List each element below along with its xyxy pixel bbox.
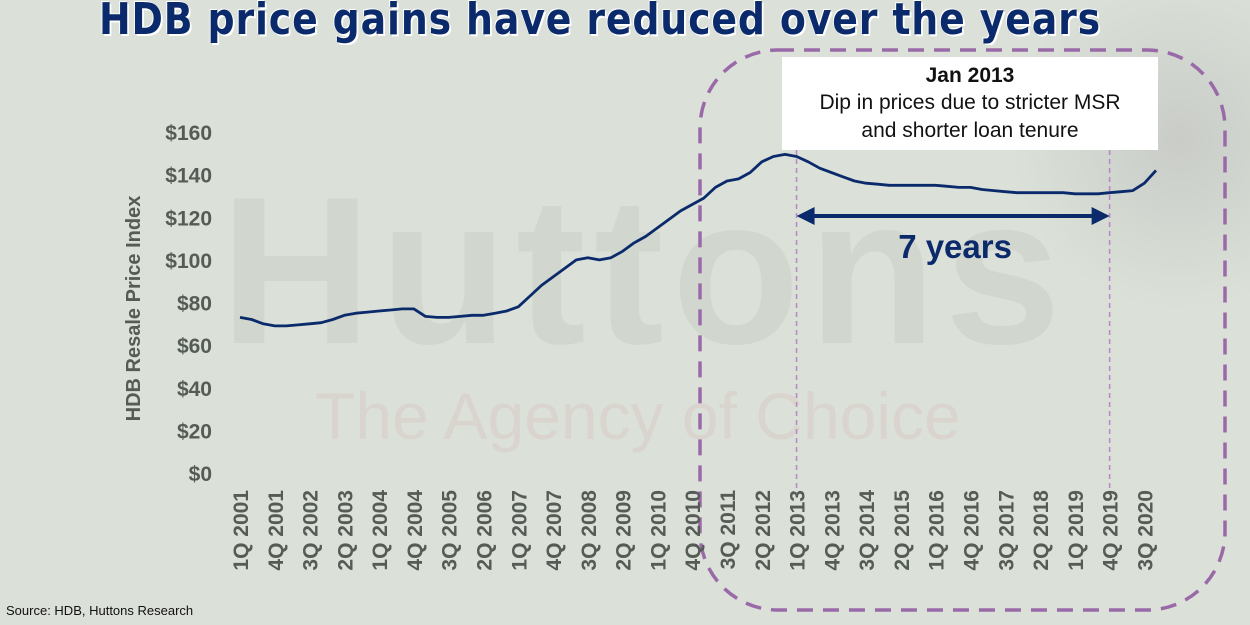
- highlight-region: [698, 48, 1227, 612]
- span-label: 7 years: [898, 228, 1012, 265]
- x-tick-label: 1Q 2019: [1065, 490, 1088, 571]
- y-tick-label: $140: [165, 165, 212, 188]
- y-tick-label: $80: [177, 293, 212, 316]
- y-tick-label: $20: [177, 420, 212, 443]
- x-tick-label: 3Q 2014: [856, 490, 879, 571]
- y-tick-label: $0: [189, 463, 212, 486]
- x-tick-label: 4Q 2001: [265, 490, 288, 571]
- x-tick-label: 3Q 2011: [717, 490, 740, 570]
- x-tick-label: 1Q 2013: [787, 490, 810, 571]
- x-tick-label: 3Q 2020: [1134, 490, 1157, 571]
- y-tick-label: $40: [177, 378, 212, 401]
- y-tick-label: $100: [165, 250, 212, 273]
- watermark-logo-text: Huttons: [220, 153, 1070, 388]
- y-axis-label: HDB Resale Price Index: [123, 196, 145, 422]
- x-tick-label: 4Q 2019: [1100, 490, 1123, 571]
- x-tick-label: 3Q 2017: [995, 490, 1018, 571]
- x-tick-label: 3Q 2005: [439, 490, 462, 571]
- x-tick-label: 2Q 2018: [1030, 490, 1053, 571]
- x-tick-label: 2Q 2003: [334, 490, 357, 571]
- chart-title: HDB price gains have reduced over the ye…: [98, 0, 1102, 45]
- x-tick-label: 4Q 2010: [682, 490, 705, 571]
- x-tick-label: 1Q 2010: [647, 490, 670, 571]
- x-tick-label: 4Q 2013: [821, 490, 844, 571]
- annotation-box: Jan 2013 Dip in prices due to stricter M…: [782, 57, 1158, 150]
- annotation-line: and shorter loan tenure: [861, 119, 1079, 142]
- x-tick-label: 4Q 2004: [404, 490, 427, 571]
- x-tick-label: 2Q 2012: [752, 490, 775, 571]
- series-line: [239, 153, 1158, 328]
- x-tick-label: 1Q 2016: [926, 490, 949, 571]
- y-tick-label: $120: [165, 207, 212, 230]
- source-note: Source: HDB, Huttons Research: [6, 603, 194, 618]
- y-tick-label: $60: [177, 335, 212, 358]
- x-tick-label: 1Q 2007: [508, 490, 531, 571]
- watermark-tagline: The Agency of Choice: [315, 379, 961, 453]
- annotation-line: Dip in prices due to stricter MSR: [819, 91, 1121, 114]
- x-tick-label: 1Q 2001: [230, 490, 253, 571]
- span-arrow-head-left: [796, 207, 815, 225]
- x-tick-label: 1Q 2004: [369, 490, 392, 571]
- x-tick-label: 2Q 2015: [891, 490, 914, 571]
- x-tick-label: 2Q 2006: [473, 490, 496, 571]
- x-tick-label: 2Q 2009: [613, 490, 636, 571]
- annotation-title: Jan 2013: [925, 64, 1015, 87]
- x-tick-label: 4Q 2016: [960, 490, 983, 571]
- span-arrow-head-right: [1091, 207, 1110, 225]
- y-tick-label: $160: [165, 122, 212, 145]
- x-tick-label: 4Q 2007: [543, 490, 566, 571]
- x-tick-label: 3Q 2002: [300, 490, 323, 571]
- x-tick-label: 3Q 2008: [578, 490, 601, 571]
